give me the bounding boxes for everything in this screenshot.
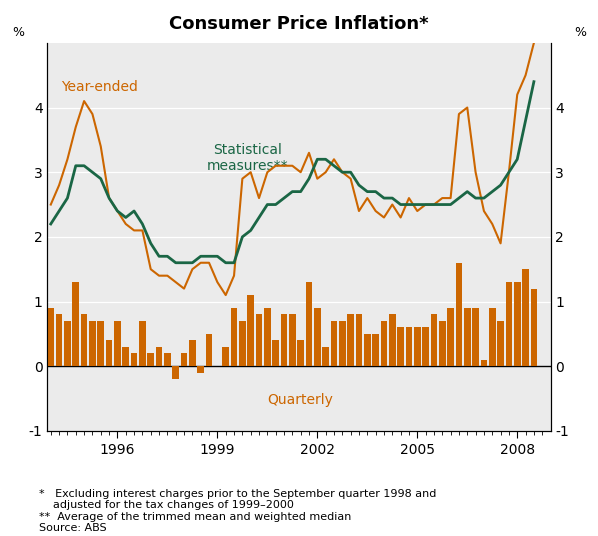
Bar <box>131 353 138 366</box>
Bar <box>181 353 187 366</box>
Bar <box>222 347 229 366</box>
Bar <box>530 288 537 366</box>
Bar <box>206 334 212 366</box>
Text: %: % <box>573 26 586 39</box>
Bar <box>89 321 96 366</box>
Text: %: % <box>12 26 25 39</box>
Bar <box>472 308 479 366</box>
Bar <box>489 308 496 366</box>
Text: Year-ended: Year-ended <box>61 80 138 94</box>
Bar <box>97 321 104 366</box>
Bar <box>347 315 354 366</box>
Bar <box>139 321 146 366</box>
Bar <box>339 321 346 366</box>
Bar <box>81 315 87 366</box>
Bar <box>56 315 62 366</box>
Bar <box>248 295 254 366</box>
Bar <box>464 308 471 366</box>
Bar <box>447 308 454 366</box>
Bar <box>397 327 404 366</box>
Text: Statistical
measures**: Statistical measures** <box>206 143 288 173</box>
Bar <box>306 282 312 366</box>
Bar <box>431 315 437 366</box>
Bar <box>197 366 204 373</box>
Bar <box>147 353 154 366</box>
Bar <box>364 334 371 366</box>
Bar <box>289 315 295 366</box>
Bar <box>231 308 237 366</box>
Bar <box>505 282 512 366</box>
Bar <box>72 282 79 366</box>
Bar <box>322 347 329 366</box>
Bar <box>481 360 487 366</box>
Bar <box>264 308 271 366</box>
Bar <box>356 315 362 366</box>
Bar <box>498 321 504 366</box>
Bar <box>522 269 529 366</box>
Bar <box>64 321 71 366</box>
Bar <box>114 321 121 366</box>
Bar <box>280 315 287 366</box>
Title: Consumer Price Inflation*: Consumer Price Inflation* <box>169 15 429 33</box>
Bar <box>123 347 129 366</box>
Bar <box>422 327 429 366</box>
Bar <box>373 334 379 366</box>
Bar <box>106 340 112 366</box>
Bar <box>514 282 521 366</box>
Bar <box>439 321 446 366</box>
Bar <box>331 321 337 366</box>
Bar <box>456 263 462 366</box>
Text: Quarterly: Quarterly <box>268 393 334 407</box>
Bar <box>381 321 388 366</box>
Bar <box>272 340 279 366</box>
Bar <box>297 340 304 366</box>
Bar <box>172 366 179 379</box>
Bar <box>164 353 170 366</box>
Bar <box>405 327 412 366</box>
Bar <box>47 308 54 366</box>
Bar <box>239 321 246 366</box>
Bar <box>389 315 396 366</box>
Bar <box>155 347 163 366</box>
Bar <box>314 308 321 366</box>
Text: *   Excluding interest charges prior to the September quarter 1998 and
    adjus: * Excluding interest charges prior to th… <box>39 488 437 533</box>
Bar <box>414 327 420 366</box>
Bar <box>189 340 196 366</box>
Bar <box>256 315 263 366</box>
